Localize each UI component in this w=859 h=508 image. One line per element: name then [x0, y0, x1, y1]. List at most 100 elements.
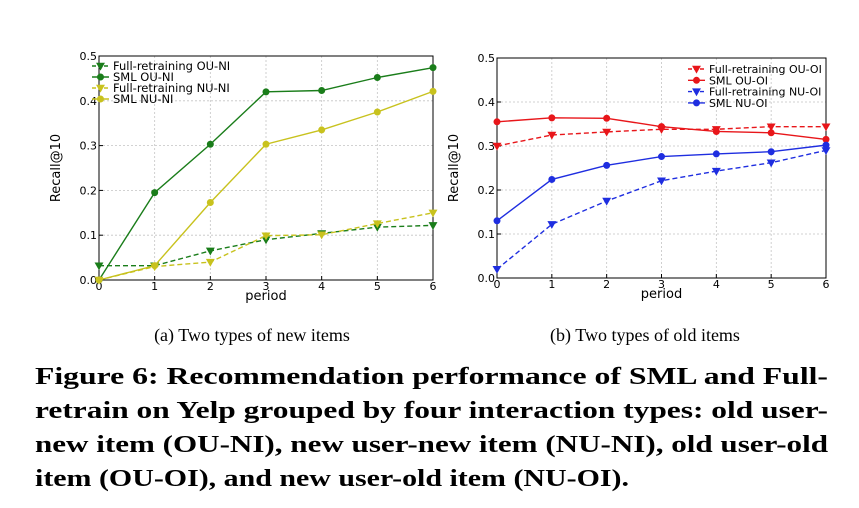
x-axis-label: period [245, 289, 286, 304]
data-point [658, 153, 665, 161]
series-1 [493, 114, 830, 143]
x-tick-label: 6 [430, 280, 437, 293]
data-point [261, 232, 271, 241]
x-tick-label: 4 [713, 278, 720, 291]
series-2 [492, 147, 831, 274]
data-point [205, 258, 215, 267]
y-tick-label: 0.4 [80, 95, 98, 108]
data-point [712, 150, 720, 158]
data-point [548, 175, 556, 183]
x-tick-label: 5 [374, 280, 381, 293]
y-tick-label: 0.5 [80, 50, 98, 63]
data-point [206, 140, 214, 148]
y-tick-label: 0.1 [80, 229, 98, 242]
y-tick-label: 0.1 [478, 228, 496, 241]
data-point [429, 64, 437, 72]
data-point [603, 161, 611, 169]
data-point [603, 114, 611, 122]
x-tick-label: 2 [603, 278, 610, 291]
data-point [492, 142, 502, 151]
data-point [821, 123, 831, 132]
legend-marker [692, 65, 701, 74]
y-axis-label: Recall@10 [49, 134, 64, 202]
y-tick-label: 0.3 [478, 140, 496, 153]
data-point [657, 177, 666, 186]
y-tick-label: 0.2 [478, 184, 496, 197]
data-point [492, 266, 502, 274]
data-point [151, 262, 159, 270]
legend-label: Full-retraining OU-OI [709, 63, 822, 76]
data-point [95, 276, 103, 284]
series-3 [493, 141, 830, 225]
subcaption-a: (a) Two types of new items [154, 325, 350, 346]
data-point [493, 217, 501, 225]
caption-line-4: item (OU-OI), and new user-old item (NU-… [35, 465, 629, 492]
data-point [428, 222, 438, 230]
data-point [767, 129, 775, 137]
data-point [493, 118, 501, 126]
data-point [318, 126, 326, 134]
data-point [262, 140, 270, 148]
x-axis-label: period [641, 287, 682, 302]
x-tick-label: 6 [823, 278, 830, 291]
x-tick-label: 4 [318, 280, 325, 293]
data-point [318, 86, 326, 94]
y-tick-label: 0.5 [478, 52, 496, 65]
subcaption-b: (b) Two types of old items [550, 325, 740, 346]
data-point [205, 247, 215, 256]
x-tick-label: 0 [494, 278, 501, 291]
legend-label: SML OU-OI [709, 74, 768, 87]
legend-label: Full-retraining NU-NI [113, 81, 230, 95]
legend-marker [96, 84, 105, 93]
y-tick-label: 0.2 [80, 184, 98, 197]
data-point [317, 231, 327, 240]
data-point [766, 159, 776, 168]
data-point [822, 135, 830, 143]
data-point [548, 114, 556, 122]
data-point [766, 123, 776, 132]
data-point [94, 262, 104, 271]
data-point [767, 148, 775, 156]
chart-panel-b: 0.0 0.1 0.2 0.3 0.4 0.5 0 1 2 3 4 5 6 period Recall@10… [447, 52, 831, 302]
data-point [262, 88, 270, 96]
data-point [602, 197, 612, 206]
legend-marker [692, 88, 701, 97]
series-3 [95, 87, 437, 284]
caption-line-3: new item (OU-NI), new user-new item (NU-… [35, 431, 828, 458]
data-point [372, 220, 382, 229]
x-tick-label: 1 [548, 278, 555, 291]
figure-caption: Figure 6: Recommendation performance of … [35, 363, 828, 492]
data-point [428, 209, 438, 218]
x-tick-label: 5 [768, 278, 775, 291]
x-tick-label: 3 [263, 280, 270, 293]
y-axis-label: Recall@10 [447, 134, 462, 202]
data-point [373, 108, 381, 116]
data-point [602, 128, 612, 137]
data-point [547, 131, 557, 140]
data-point [206, 198, 214, 206]
caption-line-1: Figure 6: Recommendation performance of … [35, 363, 828, 390]
y-tick-label: 0.0 [478, 272, 496, 285]
data-point [711, 167, 721, 176]
legend-label: SML NU-OI [709, 97, 768, 110]
legend-label: Full-retraining NU-OI [709, 86, 821, 99]
data-point [373, 74, 381, 82]
data-point [658, 123, 665, 131]
data-point [547, 221, 557, 229]
x-tick-label: 1 [151, 280, 158, 293]
x-tick-label: 2 [207, 280, 214, 293]
chart-panel-a: 0.0 0.1 0.2 0.3 0.4 0.5 0 1 2 3 4 5 6 period Recall@10… [49, 50, 438, 304]
legend-label: SML NU-NI [113, 92, 173, 106]
legend-marker [693, 99, 700, 107]
legend-marker [97, 73, 104, 81]
x-tick-label: 3 [658, 278, 665, 291]
data-point [429, 87, 437, 95]
data-point [712, 127, 720, 135]
legend-label: SML OU-NI [113, 70, 174, 84]
legend-marker [97, 95, 104, 103]
legend-marker [693, 76, 700, 84]
y-tick-label: 0.0 [80, 274, 98, 287]
